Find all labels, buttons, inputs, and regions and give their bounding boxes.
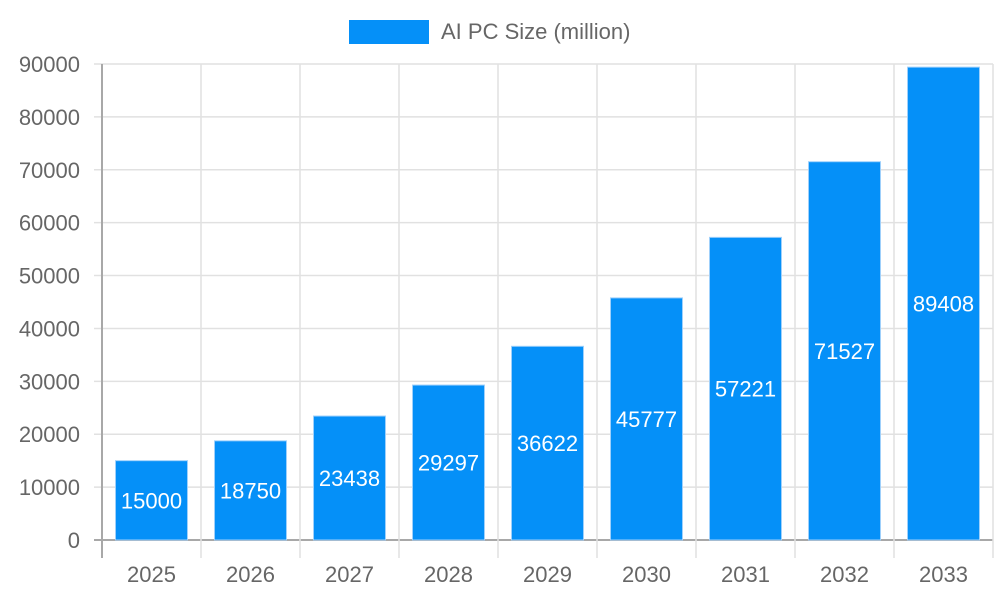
bar[interactable]	[610, 297, 683, 541]
bar-value-label: 15000	[121, 488, 182, 513]
x-tick-label: 2033	[919, 562, 968, 587]
x-tick-label: 2025	[127, 562, 176, 587]
bars: 15000 18750 23438 29297 36622 45777 57221 71527…	[115, 66, 980, 541]
x-tick-label: 2027	[325, 562, 374, 587]
x-tick-label: 2031	[721, 562, 770, 587]
legend-swatch	[349, 20, 429, 44]
x-tick-label: 2030	[622, 562, 671, 587]
bar-value-label: 57221	[715, 377, 776, 402]
x-tick-label: 2028	[424, 562, 473, 587]
y-tick-label: 20000	[19, 422, 80, 447]
y-tick-label: 90000	[19, 52, 80, 77]
bar-value-label: 89408	[913, 292, 974, 317]
y-tick-label: 50000	[19, 264, 80, 289]
bar[interactable]	[709, 236, 782, 541]
y-tick-label: 60000	[19, 211, 80, 236]
bar[interactable]	[511, 345, 584, 541]
y-tick-label: 70000	[19, 158, 80, 183]
bar[interactable]	[907, 66, 980, 541]
bar[interactable]	[214, 440, 287, 541]
bar-value-label: 71527	[814, 339, 875, 364]
x-tick-label: 2026	[226, 562, 275, 587]
y-tick-label: 30000	[19, 369, 80, 394]
y-tick-label: 40000	[19, 316, 80, 341]
bar[interactable]	[313, 415, 386, 541]
y-tick-label: 80000	[19, 105, 80, 130]
y-tick-label: 0	[68, 528, 80, 553]
chart-legend[interactable]: AI PC Size (million)	[349, 19, 630, 45]
bar[interactable]	[115, 460, 188, 541]
y-tick-label: 10000	[19, 475, 80, 500]
bar-value-label: 23438	[319, 466, 380, 491]
x-tick-label: 2032	[820, 562, 869, 587]
bar-value-label: 29297	[418, 451, 479, 476]
x-tick-label: 2029	[523, 562, 572, 587]
bar-value-label: 18750	[220, 478, 281, 503]
legend-label: AI PC Size (million)	[441, 19, 631, 44]
bar[interactable]	[808, 161, 881, 541]
bar[interactable]	[412, 384, 485, 541]
bar-value-label: 45777	[616, 407, 677, 432]
bar-value-label: 36622	[517, 431, 578, 456]
